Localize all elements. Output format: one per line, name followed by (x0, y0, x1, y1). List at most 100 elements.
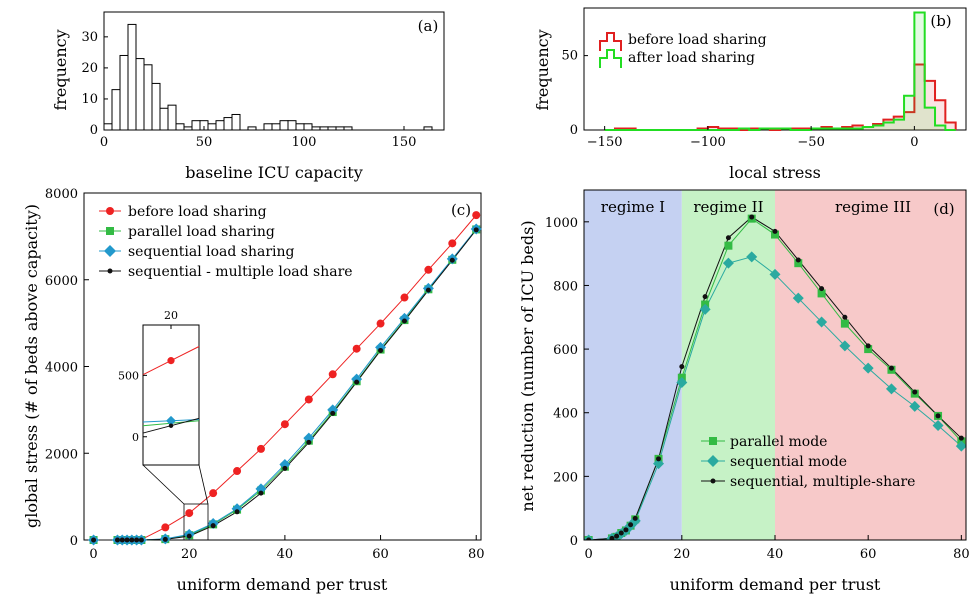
legend-label-c-before: before load sharing (128, 204, 267, 220)
data-point-2 (255, 483, 267, 495)
data-point-2 (609, 535, 615, 540)
data-point-2 (772, 228, 778, 234)
data-point-3 (138, 537, 144, 543)
histogram-bar (135, 58, 145, 131)
data-point-2 (749, 214, 755, 220)
panel-a-bars (103, 23, 433, 131)
x-tick-label: 40 (767, 547, 784, 562)
data-point-2 (279, 459, 291, 471)
inset-connector-left (142, 464, 185, 505)
data-point-2 (351, 373, 363, 385)
x-tick-label: 150 (392, 135, 417, 150)
data-point-0 (448, 239, 457, 248)
histogram-bar (247, 126, 257, 131)
legend-marker-c-parallel (106, 227, 114, 235)
panel-a-ylabel: frequency (51, 29, 70, 110)
histogram-bar (111, 89, 121, 131)
data-point-2 (725, 235, 731, 241)
histogram-fill-before (604, 64, 956, 130)
legend-marker-c-before (106, 207, 114, 215)
data-point-2 (958, 435, 964, 441)
data-point-3 (306, 439, 312, 445)
histogram-bar (319, 126, 329, 131)
data-point-0 (771, 230, 779, 239)
histogram-bar (263, 123, 273, 131)
y-tick-label: 200 (553, 470, 578, 485)
data-point-0 (376, 319, 385, 328)
panel-a-histogram: 0 50 100 150 0 10 20 30 (a) baseline ICU capaci… (51, 11, 445, 182)
legend-label-c-multi: sequential - multiple load share (128, 264, 353, 280)
data-point-2 (656, 456, 662, 462)
y-tick-label: 1000 (545, 216, 578, 231)
legend-marker-c-multi (107, 268, 113, 274)
y-tick-label: 20 (81, 61, 98, 76)
data-point-3 (378, 347, 384, 353)
legend-label-d-multi: sequential, multiple-share (730, 474, 915, 490)
data-point-0 (817, 289, 826, 298)
histogram-bar (271, 123, 281, 131)
data-point-3 (330, 410, 336, 416)
panel-b-ticks: −150 −100 −50 0 0 50 (561, 49, 918, 150)
data-point-3 (401, 318, 407, 324)
data-point-3 (186, 533, 192, 539)
histogram-bar (327, 126, 337, 131)
data-point-3 (234, 509, 240, 515)
data-point-2 (586, 537, 592, 540)
y-tick-label: 800 (553, 279, 578, 294)
histogram-bar (343, 126, 353, 131)
legend-label-before: before load sharing (628, 32, 767, 48)
legend-marker-d-parallel (709, 437, 717, 445)
panel-b-ylabel: frequency (533, 29, 552, 110)
panel-a-ticks: 0 50 100 150 0 10 20 30 (81, 30, 416, 150)
data-point-3 (134, 537, 140, 543)
data-point-1 (653, 458, 665, 470)
inset-plot: 0 500 (118, 325, 200, 444)
legend-marker-d-sequential (707, 455, 719, 467)
x-tick-label: 40 (277, 547, 294, 562)
data-point-3 (210, 523, 216, 529)
panel-b-bars (604, 11, 957, 131)
data-point-2 (702, 294, 708, 300)
histogram-bar (167, 104, 177, 131)
data-point-0 (328, 370, 337, 379)
data-point-2 (819, 286, 825, 292)
regime-label: regime II (693, 198, 763, 216)
histogram-bar (335, 126, 345, 131)
data-point-2 (618, 530, 624, 536)
data-point-2 (679, 364, 685, 370)
x-tick-label: 80 (468, 547, 485, 562)
data-point-2 (303, 432, 315, 444)
data-point-2 (912, 389, 918, 395)
data-point-1 (955, 440, 966, 452)
x-tick-label: 100 (292, 135, 317, 150)
panel-b-histogram: −150 −100 −50 0 0 50 (b) before load sharing … (533, 7, 967, 182)
panel-a-frame (103, 11, 445, 131)
y-tick-label: 50 (561, 49, 578, 64)
histogram-step-after (604, 11, 956, 131)
data-point-3 (114, 537, 120, 543)
data-point-0 (864, 345, 873, 354)
data-point-0 (352, 344, 361, 353)
histogram-bar (159, 107, 169, 131)
histogram-bar (119, 54, 129, 131)
data-point-0 (256, 444, 265, 453)
inset-data-point-2 (166, 415, 176, 426)
inset-xtick-label: 20 (164, 309, 178, 322)
histogram-bar (231, 113, 241, 131)
panel-b-xlabel: local stress (729, 163, 821, 182)
legend-label-d-sequential: sequential mode (730, 454, 847, 470)
data-point-0 (424, 265, 433, 274)
data-point-0 (724, 241, 733, 250)
y-tick-label: 2000 (45, 447, 78, 462)
data-point-3 (162, 536, 168, 542)
data-point-0 (794, 259, 803, 268)
panel-c-label: (c) (451, 201, 471, 219)
x-tick-label: 50 (196, 135, 213, 150)
panel-a-label: (a) (418, 17, 439, 35)
data-point-1 (792, 292, 804, 304)
data-point-3 (129, 537, 135, 543)
panel-d-label: (d) (933, 200, 954, 218)
y-tick-label: 8000 (45, 187, 78, 202)
legend-label-c-parallel: parallel load sharing (128, 224, 275, 240)
regime-label: regime III (835, 198, 911, 216)
